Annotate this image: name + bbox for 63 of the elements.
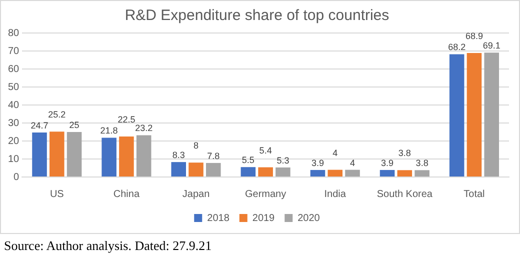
data-label: 3.8 [398,148,411,158]
y-tick-label: 30 [8,118,20,129]
y-tick-label: 80 [8,28,20,39]
y-tick-label: 70 [8,46,20,57]
data-label: 3.8 [416,158,428,168]
data-label: 4 [332,148,338,158]
x-tick-label: US [50,188,64,200]
data-label: 25 [69,120,80,130]
bar [32,132,47,176]
data-label: 24.7 [30,120,48,131]
data-label: 4 [350,158,356,168]
data-label: 22.5 [118,114,136,124]
data-label: 21.8 [100,126,118,136]
bar [310,170,326,176]
y-tick-label: 60 [8,64,20,75]
y-tick-label: 10 [8,154,20,165]
data-label: 7.8 [207,150,220,161]
data-label: 69.1 [482,40,500,51]
data-label: 5.5 [242,155,254,166]
bar [66,132,82,176]
bar [171,162,186,176]
x-tick-label: China [113,188,140,200]
bar [188,162,204,176]
bar [136,135,152,176]
bar [449,54,464,176]
bar [328,170,343,176]
source-note: Source: Author analysis. Dated: 27.9.21 [4,238,213,254]
x-tick-label: Total [464,188,485,200]
data-label: 5.3 [276,155,290,166]
bar [119,136,134,176]
y-tick-label: 20 [8,136,20,147]
legend-label: 2020 [298,212,320,224]
data-label: 68.9 [465,30,483,41]
data-label: 3.9 [381,158,394,168]
x-tick-label: India [324,188,346,200]
legend-label: 2019 [252,212,276,224]
y-tick-label: 40 [8,100,20,111]
data-label: 25.2 [48,110,66,120]
bar [380,170,395,176]
x-tick-label: Germany [245,188,286,200]
bar [258,167,273,176]
bar [345,170,360,176]
bar [50,132,64,176]
data-label: 8 [194,140,199,151]
data-label: 3.9 [311,158,324,168]
bar [414,170,430,176]
x-tick-label: Japan [182,188,210,200]
x-tick-label: South Korea [376,188,433,200]
data-label: 23.2 [135,123,153,134]
bar [466,52,482,176]
bar [484,52,499,176]
y-tick-label: 50 [8,82,20,93]
bar [276,167,290,176]
data-label: 68.2 [448,42,466,52]
bar [397,170,412,176]
bar [102,138,116,176]
y-tick-label: 0 [14,172,20,183]
bar [206,162,221,176]
bar [240,167,256,176]
data-label: 5.4 [259,145,272,156]
data-label: 8.3 [172,150,185,160]
chart-title: R&D Expenditure share of top countries [124,7,390,24]
legend-label: 2018 [207,212,230,224]
